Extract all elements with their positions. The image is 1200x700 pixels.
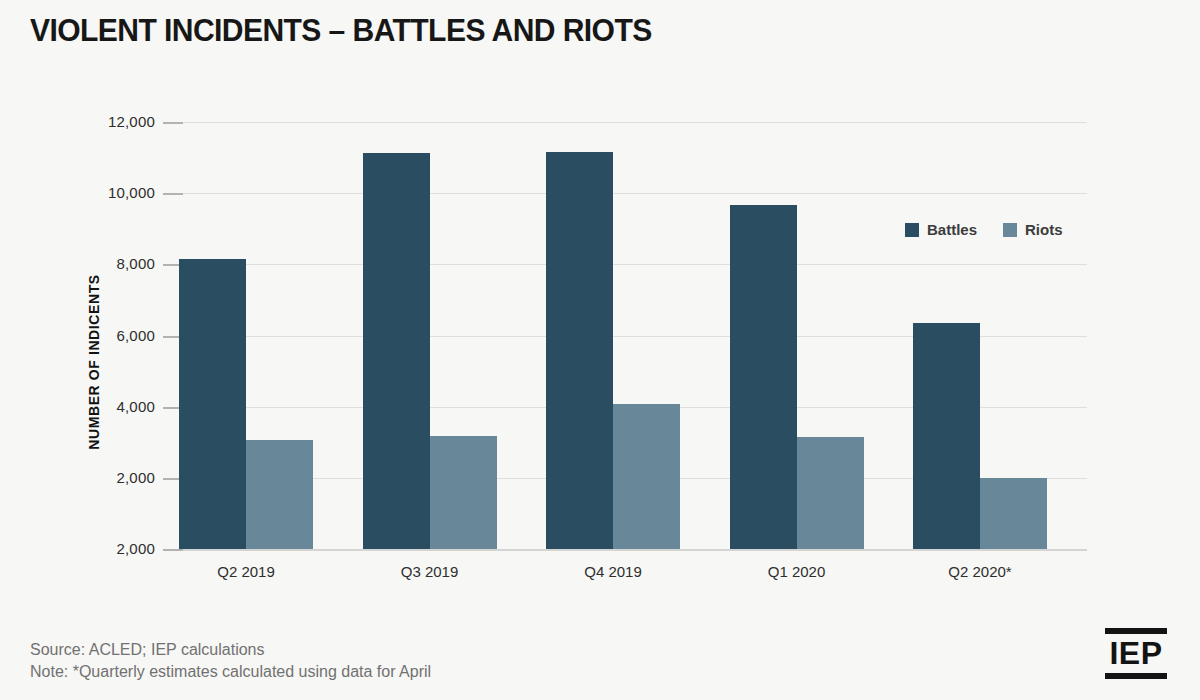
gridline	[163, 193, 1087, 194]
x-tick-label-q2-2020: Q2 2020*	[900, 563, 1060, 580]
x-tick-label-q1-2020: Q1 2020	[717, 563, 877, 580]
y-tick-label: 4,000	[45, 398, 155, 415]
bar-battles-q2-2019	[179, 259, 246, 549]
chart-title: VIOLENT INCIDENTS – BATTLES AND RIOTS	[30, 13, 652, 49]
y-tick-label: 6,000	[45, 327, 155, 344]
x-axis-line	[163, 549, 1087, 551]
bar-riots-q2-2020	[980, 478, 1047, 549]
gridline	[163, 122, 1087, 123]
legend: Battles Riots	[905, 221, 1063, 238]
bar-battles-q3-2019	[363, 153, 430, 549]
source-line: Source: ACLED; IEP calculations	[30, 639, 431, 661]
y-tick-label: 12,000	[45, 113, 155, 130]
y-tick-label: 8,000	[45, 255, 155, 272]
legend-swatch-riots	[1003, 223, 1017, 237]
legend-item-riots: Riots	[1003, 221, 1063, 238]
y-tick-mark	[163, 122, 183, 124]
footer: Source: ACLED; IEP calculations Note: *Q…	[30, 639, 431, 683]
plot-area: NUMBER OF INDICENTS 12,00010,0008,0006,0…	[163, 122, 1087, 549]
bar-battles-q4-2019	[546, 152, 613, 549]
bar-riots-q1-2020	[797, 437, 864, 549]
bar-riots-q2-2019	[246, 440, 313, 549]
y-tick-label: 2,000	[45, 540, 155, 557]
y-tick-label: 10,000	[45, 184, 155, 201]
bar-riots-q4-2019	[613, 404, 680, 549]
legend-item-battles: Battles	[905, 221, 977, 238]
legend-label: Battles	[927, 221, 977, 238]
bar-riots-q3-2019	[430, 436, 497, 549]
iep-logo: IEP	[1105, 628, 1167, 679]
bar-battles-q1-2020	[730, 205, 797, 549]
page: VIOLENT INCIDENTS – BATTLES AND RIOTS NU…	[0, 0, 1200, 700]
note-line: Note: *Quarterly estimates calculated us…	[30, 661, 431, 683]
logo-bottom-bar	[1105, 673, 1167, 679]
x-tick-label-q2-2019: Q2 2019	[166, 563, 326, 580]
logo-text: IEP	[1105, 634, 1167, 673]
legend-label: Riots	[1025, 221, 1063, 238]
y-tick-mark	[163, 193, 183, 195]
y-tick-label: 2,000	[45, 469, 155, 486]
x-tick-label-q3-2019: Q3 2019	[350, 563, 510, 580]
gridline	[163, 264, 1087, 265]
x-tick-label-q4-2019: Q4 2019	[533, 563, 693, 580]
bar-battles-q2-2020	[913, 323, 980, 549]
legend-swatch-battles	[905, 223, 919, 237]
